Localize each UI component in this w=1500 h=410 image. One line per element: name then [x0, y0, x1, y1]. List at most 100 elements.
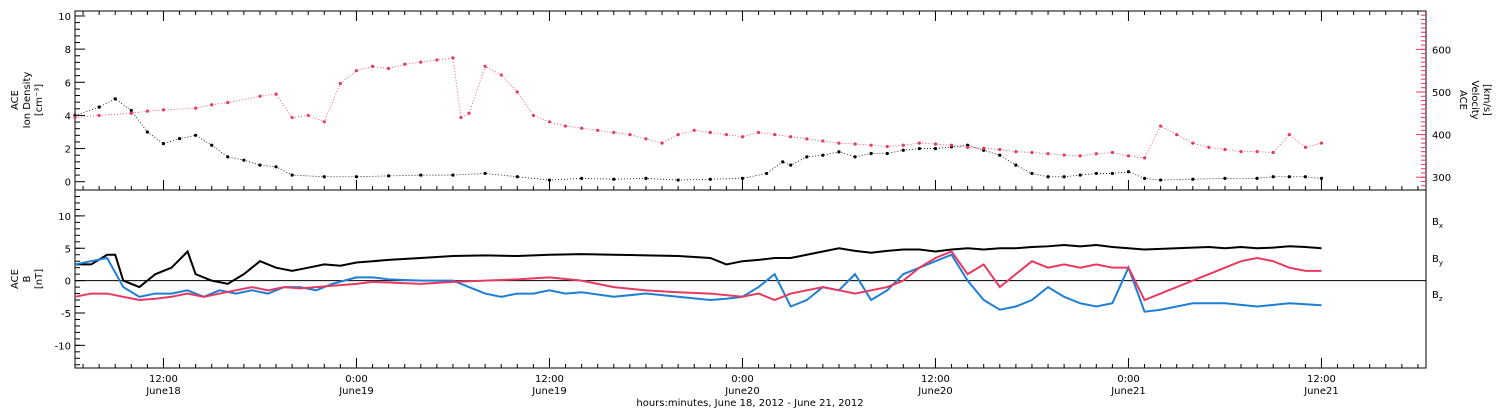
- velocity-point: [1239, 150, 1243, 154]
- bz-line: [74, 250, 1322, 302]
- x-tick-date-label: June20: [724, 386, 760, 397]
- velocity-point: [194, 106, 198, 110]
- density-point: [933, 146, 938, 151]
- velocity-point: [580, 126, 584, 130]
- velocity-point: [547, 120, 552, 124]
- density-point: [1287, 175, 1291, 179]
- velocity-point: [1191, 141, 1195, 145]
- legend-label-by: By: [1432, 254, 1443, 267]
- x-tick-date-label: June20: [917, 386, 953, 397]
- bottom-tick-label: 10: [58, 212, 71, 223]
- density-point: [515, 175, 519, 179]
- velocity-point: [1223, 147, 1227, 152]
- top-left-tick-label: 6: [65, 78, 71, 89]
- x-tick-date-label: June21: [1303, 386, 1339, 397]
- velocity-point: [563, 124, 568, 128]
- velocity-point: [1159, 124, 1163, 128]
- density-point: [483, 171, 487, 176]
- velocity-trace: [74, 57, 1322, 159]
- velocity-point: [387, 66, 391, 71]
- density-point: [853, 155, 857, 159]
- bottom-tick-label: -10: [55, 341, 71, 352]
- velocity-point: [419, 60, 423, 64]
- density-point: [451, 173, 455, 177]
- density-point: [708, 177, 712, 181]
- velocity-point: [853, 142, 857, 146]
- density-point: [258, 163, 262, 167]
- legend-main-text: B: [1432, 254, 1439, 265]
- top-plot-frame: [74, 10, 1427, 191]
- density-point: [1126, 170, 1131, 174]
- x-tick-time-label: 12:00: [921, 374, 950, 385]
- velocity-point: [740, 135, 745, 139]
- density-point: [917, 146, 921, 151]
- bottom-tick-label: -5: [61, 309, 71, 320]
- density-point: [1303, 175, 1307, 179]
- x-tick-time-label: 12:00: [1307, 374, 1336, 385]
- density-point: [644, 176, 648, 180]
- legend-label-bz: Bz: [1432, 290, 1443, 303]
- top-left-tick-label: 8: [65, 45, 71, 56]
- density-point: [612, 177, 616, 181]
- velocity-point: [129, 111, 133, 115]
- velocity-point: [306, 113, 310, 118]
- velocity-point: [210, 103, 214, 107]
- legend-main-text: B: [1432, 217, 1439, 228]
- velocity-point: [1142, 156, 1147, 160]
- by-line: [74, 253, 1322, 313]
- velocity-point: [467, 111, 471, 115]
- velocity-point: [901, 143, 905, 147]
- top-right-ylabel-line3: [km/s]: [1481, 84, 1492, 116]
- top-left-ylabel-line2: Ion Density: [22, 72, 33, 129]
- velocity-point: [998, 147, 1002, 152]
- bottom-plot-frame: [74, 189, 1427, 369]
- top-left-ylabel-line3: [cm⁻³]: [34, 84, 45, 116]
- density-point: [161, 141, 166, 146]
- velocity-point: [1110, 150, 1114, 155]
- density-point: [1078, 173, 1082, 177]
- bottom-ylabel-line1: ACE: [10, 269, 21, 289]
- density-point: [740, 176, 745, 180]
- density-velocity-panel: 0 2 4 6 8 10 300 400 500 600 ACE Ion Density [cm…: [10, 10, 1492, 191]
- density-point: [885, 151, 889, 156]
- density-point: [322, 175, 326, 179]
- top-right-ylabel-line2: Velocity: [1469, 80, 1480, 119]
- legend-main-text: B: [1432, 290, 1439, 301]
- x-tick-date-label: June21: [1110, 386, 1146, 397]
- x-tick-time-label: 12:00: [535, 374, 564, 385]
- density-point: [1255, 176, 1259, 180]
- bx-line: [75, 244, 1322, 289]
- legend-subscript: y: [1439, 259, 1443, 267]
- density-point: [1094, 171, 1098, 176]
- density-point: [1319, 176, 1324, 180]
- velocity-point: [1175, 132, 1179, 137]
- top-left-ylabel-line1: ACE: [10, 90, 21, 110]
- x-tick-time-label: 0:00: [345, 374, 367, 385]
- x-tick-time-label: 0:00: [1117, 374, 1139, 385]
- velocity-point: [628, 132, 632, 137]
- top-right-tick-label: 300: [1432, 173, 1451, 184]
- density-point: [1046, 175, 1050, 179]
- x-tick-date-label: June19: [338, 386, 374, 397]
- x-tick-time-label: 12:00: [149, 374, 178, 385]
- velocity-point: [933, 142, 938, 146]
- density-point: [821, 153, 825, 157]
- top-left-tick-label: 2: [65, 145, 71, 156]
- velocity-point: [676, 132, 680, 137]
- velocity-point: [161, 108, 166, 112]
- velocity-point: [499, 73, 503, 77]
- velocity-point: [982, 146, 986, 150]
- x-tick-date-label: June18: [145, 386, 181, 397]
- legend-subscript: x: [1439, 222, 1443, 230]
- velocity-point: [869, 143, 873, 147]
- velocity-point: [370, 64, 375, 69]
- velocity-point: [773, 132, 777, 137]
- bottom-tick-label: 0: [65, 277, 71, 288]
- top-left-tick-label: 0: [65, 178, 71, 189]
- velocity-point: [596, 128, 600, 132]
- velocity-point: [1030, 150, 1034, 155]
- velocity-point: [789, 135, 793, 139]
- velocity-point: [451, 56, 455, 60]
- velocity-point: [949, 143, 954, 147]
- velocity-point: [821, 139, 825, 143]
